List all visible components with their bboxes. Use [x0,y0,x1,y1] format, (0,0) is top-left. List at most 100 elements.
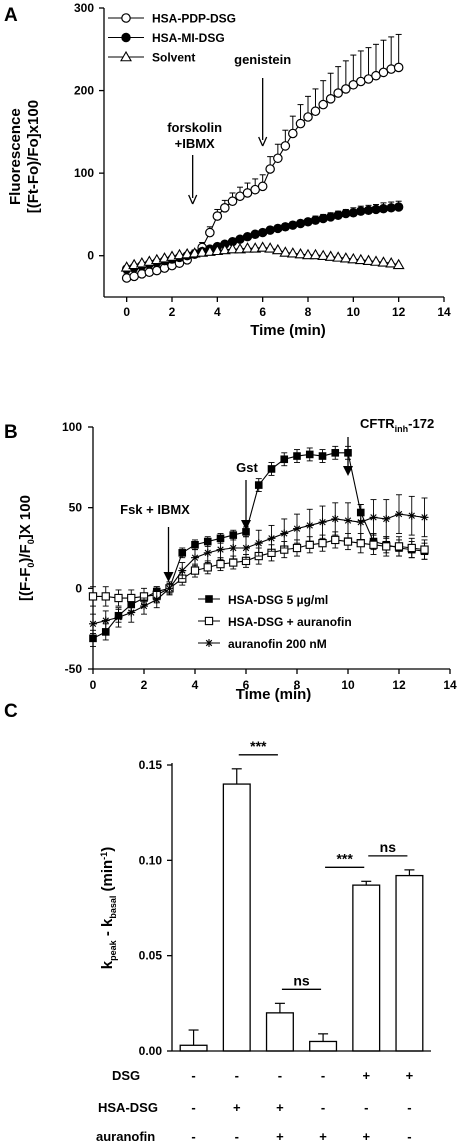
panel-a-point [250,229,260,239]
panel-b-point [89,619,97,628]
panel-a-point [234,243,246,254]
panel-a-x-tick-label: 8 [305,305,312,319]
panel-a-point [385,257,398,268]
panel-b-point [305,450,314,459]
panel-b-legend-label: auranofin 200 nM [228,637,327,651]
panel-b-point [407,511,416,520]
panel-b-arrow-fsk [163,527,174,582]
panel-a-point [348,208,359,218]
panel-b-legend-marker [204,616,214,626]
panel-a-point [271,243,284,255]
panel-a-point [295,218,306,229]
panel-a-legend-label: HSA-PDP-DSG [152,12,236,26]
panel-b-point [203,563,212,572]
panel-a-point [393,62,404,73]
panel-b-point [242,544,250,552]
panel-a-point [324,250,337,261]
panel-b-point [127,608,136,617]
panel-b-point [242,528,250,536]
panel-c-bar [395,874,424,1052]
panel-b-point [331,449,340,457]
panel-c-condition-value: + [406,1068,414,1083]
panel-a-point [288,128,298,139]
panel-c-condition-value: - [191,1100,195,1115]
panel-a-annotation: +IBMX [175,136,215,151]
panel-a-point [265,164,275,174]
panel-c-y-tick-label: 0.05 [139,949,163,963]
panel-b-point [343,537,353,546]
panel-a-point [294,247,307,259]
panel-a-point [196,246,209,257]
panel-b-point [293,524,301,533]
panel-b-point [305,521,314,530]
panel-c-condition-value: + [276,1100,284,1115]
panel-b-point [114,613,123,622]
panel-c-condition-value: - [407,1129,411,1144]
panel-b-x-label: Time (min) [236,686,312,703]
panel-b-point [344,516,352,525]
panel-b-annotation: CFTRinh-172 [360,416,434,434]
panel-b-annotation: Fsk + IBMX [120,502,190,517]
panel-a-point [393,202,404,212]
panel-b-point [305,540,314,549]
panel-c-condition-value: + [276,1129,284,1144]
panel-a-point [347,252,360,264]
panel-b-arrow-gst [241,480,251,530]
panel-a-y-tick-label: 0 [87,249,94,263]
panel-b-point [229,558,238,567]
panel-a-point [226,243,239,254]
panel-a-point [218,243,231,255]
panel-a-point [309,248,322,260]
panel-c-significance-label: *** [250,738,267,754]
panel-a-x-tick-label: 12 [392,305,406,319]
panel-a-series [121,33,404,283]
panel-b-point [382,514,391,523]
panel-a-point [310,106,321,117]
panel-a-point [370,255,382,266]
panel-c-significance-label: *** [336,850,353,866]
panel-c-significance-label: ns [380,839,397,855]
panel-a-x-tick-label: 0 [123,305,130,319]
panel-c-condition-value: + [362,1068,370,1083]
panel-b-point [88,592,98,601]
panel-b-point [407,543,416,553]
panel-c-bar [179,1044,208,1052]
panel-b-point [420,513,429,522]
panel-a-point [303,217,313,227]
panel-b-legend-marker [205,595,213,603]
panel-a-point [288,220,298,230]
panel-b-point [216,534,225,543]
panel-b-point [203,548,212,557]
panel-c-condition-value: - [364,1100,368,1115]
panel-b-x-tick-label: 2 [141,678,148,692]
panel-a-point [356,206,366,216]
panel-a-x-tick-label: 6 [259,305,266,319]
panel-a-y-tick-label: 300 [74,1,94,15]
panel-b-point [191,553,199,562]
panel-c-y-tick-label: 0.10 [139,853,163,867]
panel-a-point [362,254,375,265]
panel-a-point [280,222,291,232]
panel-b-point [216,559,225,569]
panel-c-condition-label: auranofin [96,1129,155,1144]
panel-c-bar [309,1040,338,1052]
panel-b-point [331,514,340,523]
panel-b-point [140,602,148,611]
panel-b: B 0 2 4 6 8 10 12 14 -50 0 50 100 Time (min) [(F-F0)/F… [4,416,457,703]
panel-a-arrow-forskolin-head-r [192,194,198,205]
panel-b-letter: B [4,422,18,443]
panel-a-point [318,213,328,224]
panel-a-legend-label: HSA-MI-DSG [152,31,225,45]
panel-a-point [325,94,336,104]
panel-a-x-tick-label: 4 [214,305,221,319]
panel-a-point [279,246,292,257]
panel-b-point [101,592,110,601]
panel-b-x-tick-label: 14 [443,678,457,692]
panel-a-point [325,212,336,222]
panel-a-point [341,84,351,94]
panel-b-arrow-cftrinh-head [343,466,353,476]
panel-a-point [378,67,389,78]
panel-a-point [302,248,314,260]
panel-b-arrow-gst-head [241,520,251,530]
panel-b-point [356,518,365,527]
